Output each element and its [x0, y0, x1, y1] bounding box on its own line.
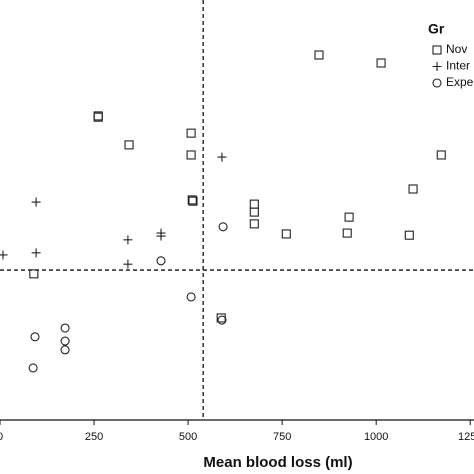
- point: [404, 230, 414, 240]
- legend-label: Expe: [446, 75, 474, 89]
- point: [31, 197, 41, 207]
- point: [30, 332, 40, 342]
- point: [218, 222, 228, 232]
- point: [436, 150, 446, 160]
- legend-marker: [432, 78, 442, 88]
- point: [249, 219, 259, 229]
- x-tick-label: 1250: [458, 431, 474, 443]
- point: [123, 259, 133, 269]
- point: [156, 256, 166, 266]
- x-tick-label: 750: [273, 431, 291, 443]
- point: [188, 196, 198, 206]
- legend-label: Inter: [446, 59, 470, 73]
- point: [0, 250, 8, 260]
- point: [28, 363, 38, 373]
- point: [314, 50, 324, 60]
- point: [156, 231, 166, 241]
- point: [123, 235, 133, 245]
- point: [217, 152, 227, 162]
- point: [60, 336, 70, 346]
- x-tick-label: 500: [179, 431, 197, 443]
- legend-label: Nov: [446, 42, 467, 56]
- point: [408, 184, 418, 194]
- point: [344, 212, 354, 222]
- point: [249, 199, 259, 209]
- point: [187, 195, 197, 205]
- point: [376, 58, 386, 68]
- point: [217, 315, 227, 325]
- point: [281, 229, 291, 239]
- point: [29, 269, 39, 279]
- x-tick-label: 1000: [364, 431, 388, 443]
- legend-marker: [432, 62, 442, 71]
- point: [124, 140, 134, 150]
- point: [60, 345, 70, 355]
- point: [186, 292, 196, 302]
- legend-marker: [432, 45, 442, 55]
- x-tick-label: 250: [85, 431, 103, 443]
- x-tick-label: 0: [0, 431, 3, 443]
- point: [186, 150, 196, 160]
- point: [249, 207, 259, 217]
- point: [31, 248, 41, 258]
- x-axis-label: Mean blood loss (ml): [203, 454, 352, 471]
- point: [186, 128, 196, 138]
- point: [93, 112, 103, 122]
- point: [60, 323, 70, 333]
- legend-title: Gr: [428, 21, 445, 37]
- point: [342, 228, 352, 238]
